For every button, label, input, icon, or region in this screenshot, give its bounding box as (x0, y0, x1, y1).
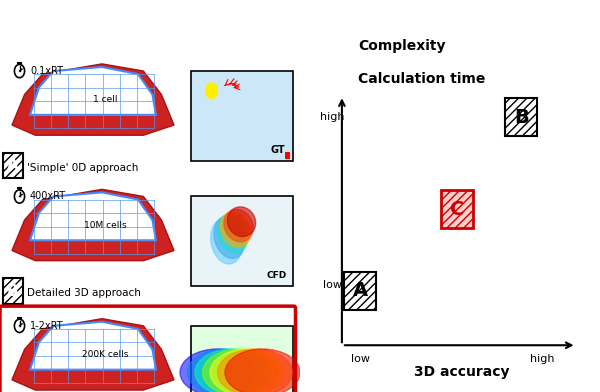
Ellipse shape (225, 349, 300, 392)
Text: 1-2xRT: 1-2xRT (30, 321, 64, 331)
Text: 3D accuracy: 3D accuracy (414, 365, 509, 379)
Ellipse shape (224, 209, 253, 242)
Ellipse shape (214, 216, 245, 258)
Ellipse shape (187, 349, 263, 392)
Bar (3, 153, 23, 178)
Polygon shape (12, 319, 174, 390)
Text: Calculation time: Calculation time (358, 72, 485, 86)
Text: 400xRT: 400xRT (30, 191, 66, 201)
Text: high: high (320, 112, 345, 122)
Bar (285, 152, 290, 159)
Ellipse shape (227, 207, 256, 236)
Text: Detailed 3D approach: Detailed 3D approach (27, 288, 141, 298)
Bar (191, 71, 293, 161)
Text: 10M cells: 10M cells (83, 221, 127, 229)
Bar (3, 278, 23, 304)
Ellipse shape (180, 349, 255, 392)
Text: 0.1xRT: 0.1xRT (30, 66, 63, 76)
Polygon shape (12, 64, 174, 135)
Text: Complexity: Complexity (358, 40, 445, 53)
Ellipse shape (195, 349, 270, 392)
Ellipse shape (217, 214, 248, 253)
Text: 1 cell: 1 cell (93, 95, 117, 104)
Polygon shape (30, 192, 156, 240)
Text: A: A (7, 158, 19, 173)
Text: GT: GT (271, 145, 285, 155)
Text: B: B (7, 283, 19, 299)
Ellipse shape (220, 212, 251, 247)
Text: A: A (353, 281, 368, 300)
Text: C: C (450, 200, 464, 219)
Text: low: low (323, 281, 342, 290)
Polygon shape (12, 189, 174, 261)
Polygon shape (30, 322, 156, 370)
Text: 'Simple' 0D approach: 'Simple' 0D approach (27, 163, 139, 173)
Text: CFD: CFD (266, 271, 287, 280)
Polygon shape (30, 67, 156, 115)
Ellipse shape (218, 349, 293, 392)
Bar (505, 98, 538, 136)
Ellipse shape (203, 349, 277, 392)
Ellipse shape (210, 349, 285, 392)
Text: 200K cells: 200K cells (82, 350, 128, 359)
Bar (191, 326, 293, 392)
Bar (191, 196, 293, 286)
Text: low: low (351, 354, 370, 364)
Text: B: B (514, 107, 529, 127)
Ellipse shape (211, 219, 242, 264)
Text: high: high (530, 354, 554, 364)
Bar (344, 272, 376, 310)
Circle shape (206, 83, 218, 99)
Bar (441, 191, 473, 229)
